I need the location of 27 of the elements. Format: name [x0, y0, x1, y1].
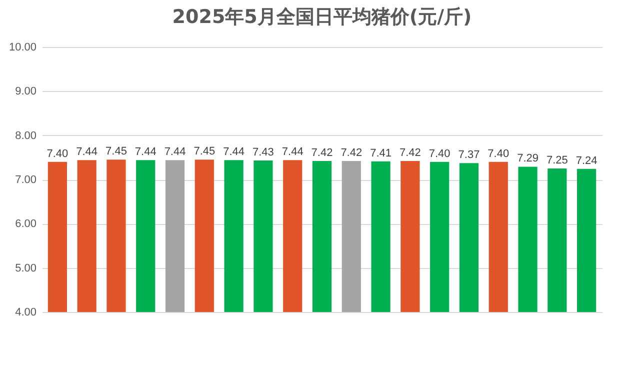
- y-tick-label: 7.00: [15, 174, 36, 186]
- data-label: 7.40: [428, 148, 450, 160]
- data-label: 7.44: [76, 146, 98, 158]
- data-label: 7.44: [223, 146, 245, 158]
- data-label: 7.43: [252, 146, 274, 159]
- data-label: 7.42: [340, 146, 362, 159]
- data-label: 7.41: [370, 147, 392, 160]
- y-tick-label: 9.00: [15, 86, 36, 98]
- data-label: 7.37: [458, 149, 480, 162]
- data-label: 7.45: [194, 146, 216, 158]
- data-label: 7.44: [282, 146, 304, 158]
- data-label: 7.40: [488, 148, 510, 160]
- data-label: 7.40: [46, 148, 68, 160]
- data-label: 7.24: [576, 154, 598, 167]
- data-label: 7.42: [311, 146, 333, 159]
- y-tick-label: 6.00: [15, 218, 36, 230]
- data-label: 7.25: [546, 154, 568, 166]
- chart-title: 2025年5月全国日平均猪价(元/斤): [172, 6, 472, 28]
- data-label: 7.44: [134, 146, 156, 158]
- data-label: 7.29: [517, 152, 538, 165]
- y-tick-label: 4.00: [15, 306, 36, 318]
- data-label: 7.42: [399, 146, 421, 159]
- data-label: 7.44: [164, 146, 186, 158]
- y-tick-label: 8.00: [15, 130, 36, 142]
- y-tick-label: 10.00: [8, 42, 36, 54]
- data-label: 7.45: [106, 146, 127, 158]
- y-tick-label: 5.00: [15, 262, 36, 274]
